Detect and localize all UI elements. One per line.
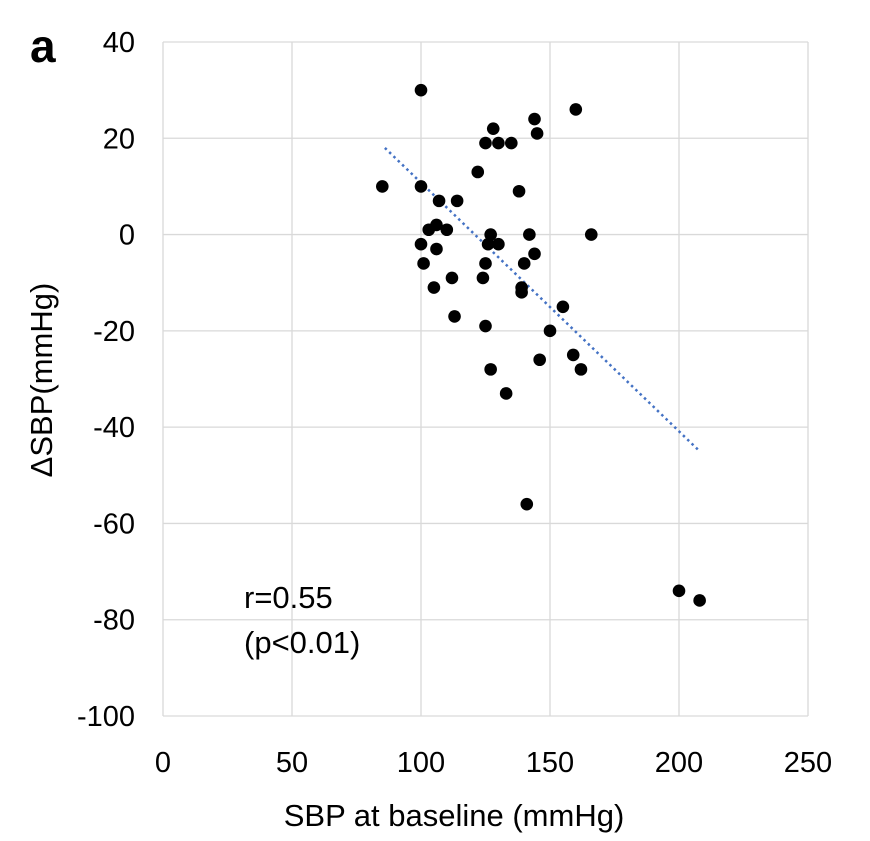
data-point	[528, 247, 541, 261]
data-point	[523, 228, 536, 241]
panel-label: a	[30, 20, 56, 72]
grid-lines	[162, 41, 809, 717]
y-axis-title: ΔSBP(mmHg)	[24, 283, 59, 478]
data-point	[556, 300, 570, 314]
y-tick-label: -80	[93, 605, 135, 637]
y-tick-labels: 40 20 0 -20 -40 -60 -80 -100	[77, 27, 135, 733]
data-points	[376, 83, 706, 607]
y-tick-label: 20	[103, 123, 135, 155]
data-point	[530, 127, 544, 140]
data-point	[505, 136, 518, 150]
data-point	[569, 103, 583, 116]
y-tick-label: -20	[93, 316, 135, 348]
data-point	[376, 180, 389, 193]
data-point	[430, 218, 443, 232]
data-point	[499, 387, 513, 400]
data-point	[543, 324, 557, 338]
data-point	[484, 228, 497, 241]
x-tick-label: 50	[276, 747, 308, 779]
data-point	[512, 184, 526, 198]
p-value-annotation: (p<0.01)	[244, 625, 360, 660]
data-point	[481, 237, 495, 251]
data-point	[479, 136, 492, 150]
x-tick-labels: 0 50 100 150 200 250	[155, 747, 832, 779]
data-point	[479, 319, 492, 333]
data-point	[515, 286, 528, 299]
data-point	[445, 271, 459, 285]
x-axis-title: SBP at baseline (mmHg)	[284, 798, 625, 833]
data-point	[533, 353, 546, 367]
data-point	[427, 281, 441, 294]
data-point	[492, 237, 505, 251]
data-point	[492, 136, 505, 150]
data-point	[476, 271, 490, 285]
trendline-layer	[384, 147, 701, 453]
data-point	[440, 223, 454, 237]
y-tick-label: 40	[103, 27, 135, 59]
data-point	[584, 228, 598, 241]
data-point	[528, 112, 541, 126]
data-point	[517, 257, 531, 270]
data-point	[574, 363, 588, 376]
y-tick-label: 0	[119, 220, 135, 252]
data-point	[430, 242, 443, 256]
x-tick-label: 100	[397, 747, 445, 779]
y-tick-label: -40	[93, 412, 135, 444]
trendline	[384, 147, 701, 453]
data-point	[417, 257, 430, 270]
data-point	[566, 348, 580, 362]
data-point	[693, 594, 706, 607]
data-point	[448, 310, 461, 323]
data-point	[414, 237, 428, 251]
data-point	[479, 257, 492, 270]
x-tick-label: 150	[526, 747, 574, 779]
data-point	[520, 497, 534, 511]
y-tick-label: -100	[77, 701, 135, 733]
data-point	[414, 83, 428, 97]
data-point	[486, 122, 500, 135]
correlation-annotation: r=0.55	[244, 580, 333, 615]
data-point	[471, 165, 485, 179]
x-tick-label: 250	[784, 747, 832, 779]
data-point	[484, 363, 497, 376]
y-tick-label: -60	[93, 508, 135, 540]
data-point	[672, 584, 686, 598]
data-point	[414, 180, 428, 193]
x-tick-label: 200	[655, 747, 703, 779]
x-tick-label: 0	[155, 747, 171, 779]
data-point	[432, 194, 446, 208]
data-point	[450, 194, 464, 208]
